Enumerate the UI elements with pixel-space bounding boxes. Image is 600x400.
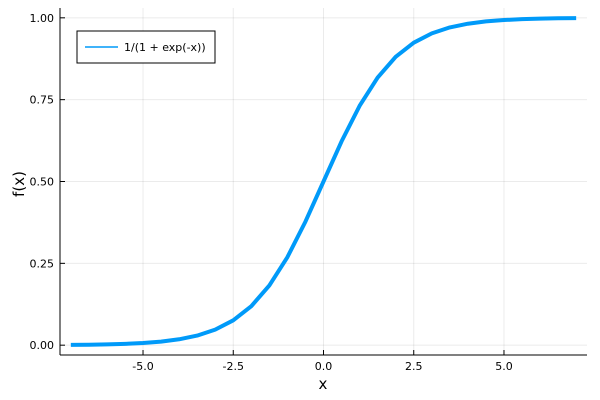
- y-tick-label: 0.00: [30, 339, 55, 352]
- x-tick-labels: -5.0 -2.5 0.0 2.5 5.0: [132, 360, 512, 373]
- x-tick-label: -2.5: [223, 360, 244, 373]
- series-line: [70, 16, 577, 347]
- x-axis-title: x: [319, 375, 328, 393]
- series-layer: [70, 16, 577, 347]
- x-tick-label: 2.5: [405, 360, 423, 373]
- y-tick-label: 0.25: [30, 257, 55, 270]
- y-tick-label: 0.75: [30, 94, 55, 107]
- tick-marks: [60, 17, 505, 355]
- grid-lines: [60, 8, 587, 355]
- y-axis-title: f(x): [10, 171, 28, 197]
- x-tick-label: 5.0: [495, 360, 513, 373]
- y-tick-labels: 0.00 0.25 0.50 0.75 1.00: [30, 12, 55, 352]
- x-tick-label: -5.0: [132, 360, 153, 373]
- x-tick-label: 0.0: [315, 360, 333, 373]
- legend: 1/(1 + exp(-x)): [76, 30, 216, 64]
- y-tick-label: 1.00: [30, 12, 55, 25]
- legend-label: 1/(1 + exp(-x)): [124, 41, 206, 54]
- y-tick-label: 0.50: [30, 176, 55, 189]
